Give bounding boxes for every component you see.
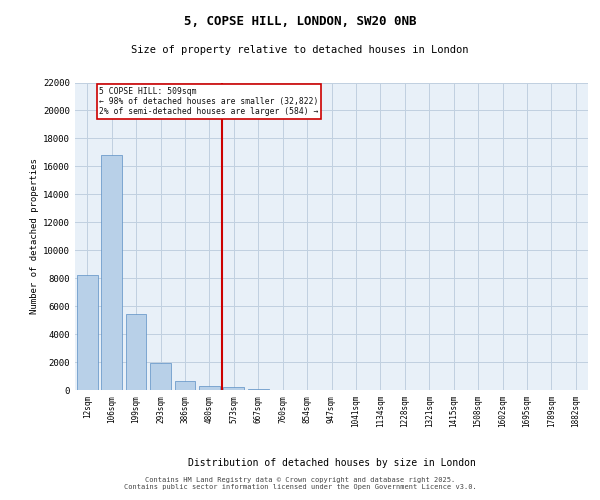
Text: Size of property relative to detached houses in London: Size of property relative to detached ho… — [131, 45, 469, 55]
Bar — [150, 362, 171, 390]
Y-axis label: Number of detached properties: Number of detached properties — [30, 158, 39, 314]
Bar — [125, 314, 146, 390]
Bar — [77, 276, 98, 390]
Text: 5, COPSE HILL, LONDON, SW20 0NB: 5, COPSE HILL, LONDON, SW20 0NB — [184, 15, 416, 28]
Bar — [248, 389, 269, 390]
Bar — [175, 381, 196, 390]
Bar — [101, 155, 122, 390]
Text: Contains HM Land Registry data © Crown copyright and database right 2025.
Contai: Contains HM Land Registry data © Crown c… — [124, 477, 476, 490]
X-axis label: Distribution of detached houses by size in London: Distribution of detached houses by size … — [188, 458, 475, 468]
Bar — [199, 386, 220, 390]
Text: 5 COPSE HILL: 509sqm
← 98% of detached houses are smaller (32,822)
2% of semi-de: 5 COPSE HILL: 509sqm ← 98% of detached h… — [100, 86, 319, 117]
Bar — [223, 388, 244, 390]
